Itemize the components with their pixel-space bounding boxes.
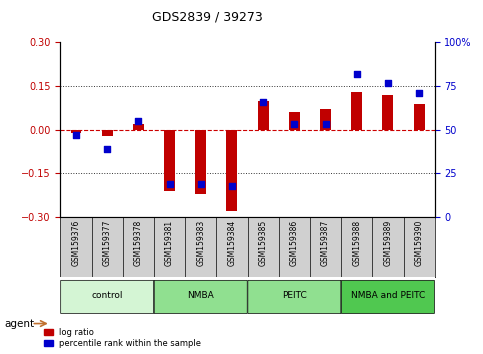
Bar	[320, 109, 331, 130]
Bar	[164, 130, 175, 191]
Bar	[289, 112, 300, 130]
Point	[290, 122, 298, 127]
Point	[134, 118, 142, 124]
Text: GSM159378: GSM159378	[134, 220, 143, 266]
Text: GSM159381: GSM159381	[165, 220, 174, 266]
Point	[322, 122, 329, 127]
Point	[384, 80, 392, 85]
Text: GSM159384: GSM159384	[227, 220, 237, 266]
Bar	[102, 130, 113, 136]
Point	[259, 99, 267, 105]
Bar	[195, 130, 206, 194]
Text: GSM159383: GSM159383	[196, 220, 205, 266]
Text: control: control	[91, 291, 123, 301]
Point	[415, 90, 423, 96]
FancyBboxPatch shape	[61, 280, 154, 314]
Text: GSM159387: GSM159387	[321, 220, 330, 266]
Text: GSM159390: GSM159390	[414, 220, 424, 266]
Point	[166, 181, 173, 187]
Text: agent: agent	[5, 319, 35, 329]
Text: GSM159376: GSM159376	[71, 220, 81, 266]
Point	[103, 146, 111, 152]
Bar	[383, 95, 393, 130]
Text: GSM159377: GSM159377	[103, 220, 112, 266]
FancyBboxPatch shape	[154, 280, 247, 314]
Text: GDS2839 / 39273: GDS2839 / 39273	[152, 11, 263, 24]
FancyBboxPatch shape	[341, 280, 434, 314]
Point	[197, 181, 205, 187]
Point	[353, 71, 361, 77]
Legend: log ratio, percentile rank within the sample: log ratio, percentile rank within the sa…	[43, 326, 203, 350]
Bar	[351, 92, 362, 130]
Text: GSM159388: GSM159388	[352, 220, 361, 266]
Text: NMBA: NMBA	[187, 291, 214, 301]
Text: GSM159389: GSM159389	[384, 220, 392, 266]
FancyBboxPatch shape	[248, 280, 341, 314]
Text: GSM159386: GSM159386	[290, 220, 299, 266]
Text: PEITC: PEITC	[282, 291, 307, 301]
Bar	[133, 124, 144, 130]
Bar	[227, 130, 238, 211]
Text: NMBA and PEITC: NMBA and PEITC	[351, 291, 425, 301]
Text: GSM159385: GSM159385	[258, 220, 268, 266]
Bar	[413, 103, 425, 130]
Bar	[257, 101, 269, 130]
Bar	[71, 130, 82, 133]
Point	[72, 132, 80, 138]
Point	[228, 183, 236, 188]
